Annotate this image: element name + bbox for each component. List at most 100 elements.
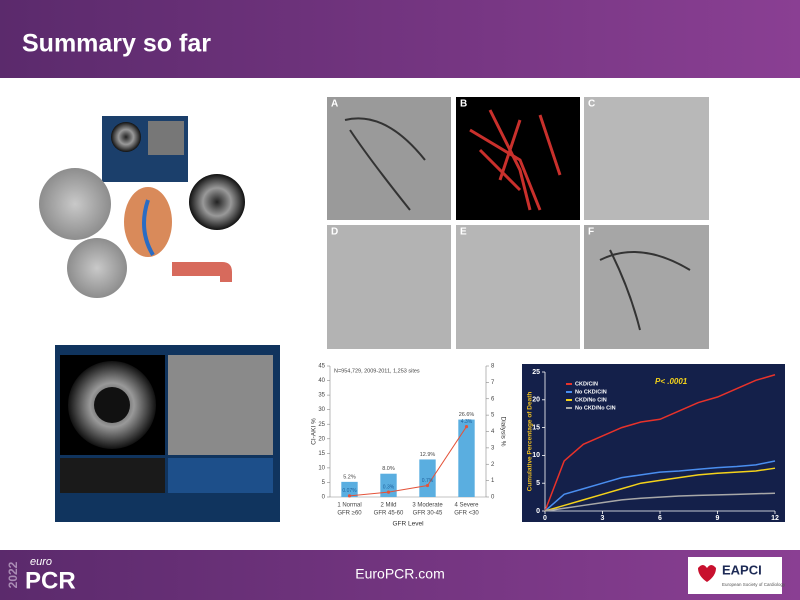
line-value-label: 0.7% [422, 478, 434, 484]
longitudinal-view [60, 458, 165, 493]
y2-tick-label: 0 [491, 495, 495, 501]
footer-brand-prefix: euro [30, 556, 52, 568]
line-point [464, 424, 469, 429]
y-tick-label: 45 [318, 364, 325, 370]
chart-frame [522, 364, 785, 522]
panel-label: D [331, 227, 338, 238]
y-tick-label: 15 [532, 424, 540, 431]
ivus-circle [189, 174, 245, 230]
x-tick-label: 2 Mild [380, 503, 396, 509]
panel-image [327, 97, 451, 220]
x-tick-label: 3 [601, 515, 605, 522]
y-tick-label: 25 [532, 369, 540, 376]
legend-label: CKD/No CIN [575, 397, 607, 403]
ivus-ring [111, 122, 141, 152]
y2-tick-label: 5 [491, 413, 495, 419]
bar-value-label: 8.0% [382, 466, 395, 472]
bar [458, 419, 475, 497]
y2-tick-label: 3 [491, 445, 495, 451]
y-axis-label: Cumulative Percentage of Death [527, 392, 534, 492]
panel-label: B [460, 99, 467, 110]
footer-brand: PCR [25, 567, 76, 594]
x-tick-label: 3 Moderate [412, 503, 443, 509]
y-tick-label: 10 [318, 465, 325, 471]
line-value-label: 0.3% [383, 484, 395, 490]
panel-image [456, 225, 580, 349]
x-tick-label: 12 [771, 515, 779, 522]
y-tick-label: 15 [318, 451, 325, 457]
footer-url: EuroPCR.com [355, 566, 444, 582]
panel-image [584, 97, 709, 220]
panel-label: C [588, 99, 595, 110]
line-point [425, 483, 430, 488]
angio-thumb [148, 121, 184, 155]
ivus-screenshot [55, 345, 280, 522]
x-axis-label: GFR Level [392, 521, 424, 528]
x-tick-sublabel: GFR ≥60 [337, 511, 362, 517]
panel [168, 458, 273, 493]
y2-tick-label: 2 [491, 462, 495, 468]
line-value-label: 4.3% [461, 419, 473, 425]
y2-tick-label: 4 [491, 429, 495, 435]
line-point [386, 490, 391, 494]
chart-subtitle: N=954,729, 2009-2011, 1,253 sites [334, 368, 420, 374]
y2-tick-label: 1 [491, 478, 495, 484]
y-axis-label: CI-AKI % [311, 418, 318, 445]
line-point [347, 494, 352, 498]
x-tick-sublabel: GFR 45-60 [374, 511, 404, 517]
bar-value-label: 26.6% [459, 412, 475, 418]
y-tick-label: 30 [318, 407, 325, 413]
y-tick-label: 20 [318, 436, 325, 442]
line [349, 426, 467, 497]
y-tick-label: 20 [532, 397, 540, 404]
x-tick-label: 9 [716, 515, 720, 522]
y2-tick-label: 8 [491, 364, 495, 370]
partner-subtitle: European Society of Cardiology [722, 582, 786, 587]
y2-tick-label: 7 [491, 380, 495, 386]
header-band [0, 0, 800, 78]
x-tick-label: 4 Severe [454, 503, 479, 509]
lumen [94, 387, 130, 423]
angio-panels [327, 97, 709, 349]
footer-year: 2022 [6, 561, 20, 588]
y-tick-label: 25 [318, 422, 325, 428]
x-tick-label: 0 [543, 515, 547, 522]
bar-value-label: 12.9% [420, 452, 436, 458]
partner-name: EAPCI [722, 562, 762, 577]
x-tick-sublabel: GFR <30 [454, 511, 479, 517]
vessel-tree [469, 109, 562, 211]
bar-value-label: 5.2% [343, 474, 356, 480]
slide-title: Summary so far [22, 30, 211, 58]
line [544, 467, 776, 512]
collage [39, 116, 245, 298]
legend-label: No CKD/CIN [575, 389, 607, 395]
vessel [142, 199, 155, 257]
x-tick-label: 6 [658, 515, 662, 522]
x-tick-label: 1 Normal [337, 503, 361, 509]
y-tick-label: 0 [536, 508, 540, 515]
line-value-label: 0.07% [342, 488, 357, 494]
kidney [124, 187, 172, 257]
bar [419, 459, 436, 497]
y-tick-label: 35 [318, 393, 325, 399]
panel-image [584, 225, 709, 349]
annotation: P< .0001 [655, 377, 688, 386]
line [544, 460, 776, 512]
x-tick-sublabel: GFR 30-45 [413, 511, 443, 517]
y-tick-label: 0 [322, 495, 326, 501]
y2-axis-label: Dialysis % [499, 417, 506, 447]
heart-icon [698, 565, 716, 582]
y-tick-label: 5 [536, 480, 540, 487]
y-tick-label: 10 [532, 452, 540, 459]
line [544, 492, 776, 512]
chart-frame [307, 355, 512, 530]
legend-label: No CKD/No CIN [575, 405, 616, 411]
vessel-tree [344, 117, 691, 331]
y-tick-label: 40 [318, 378, 325, 384]
panel-label: E [460, 227, 467, 238]
xray-circle [67, 238, 127, 298]
angio-view [168, 355, 273, 455]
footer-band [0, 550, 800, 600]
